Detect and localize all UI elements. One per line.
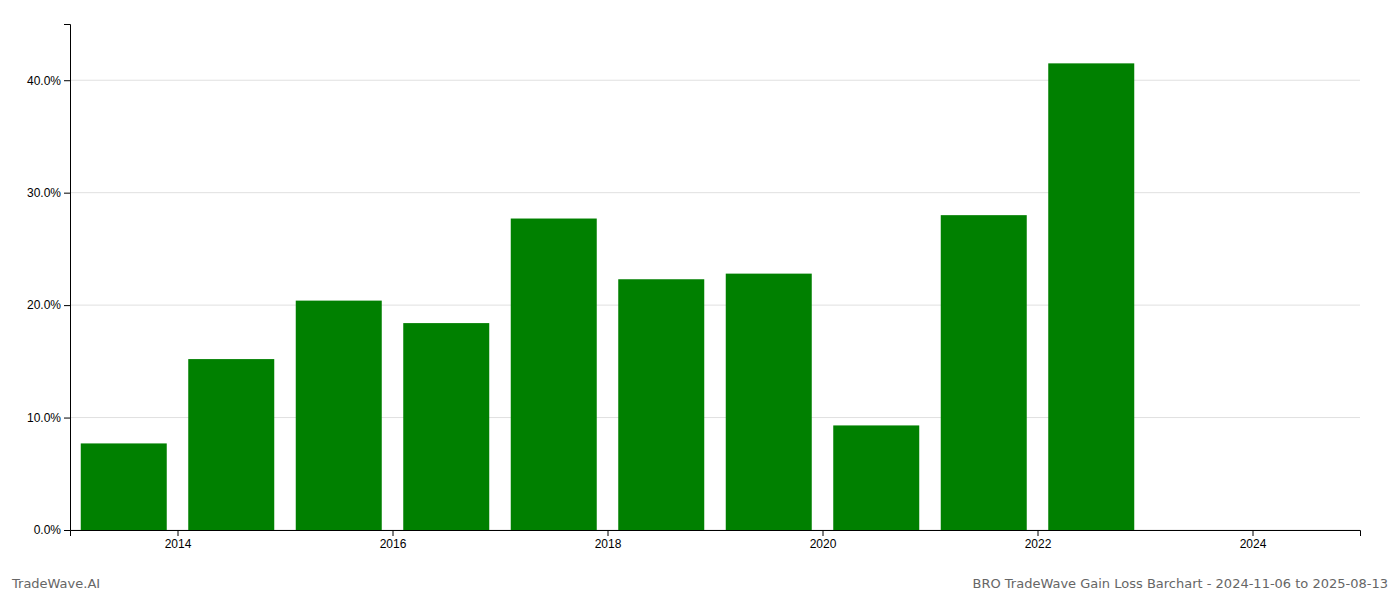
x-tick-label: 2024 [1240, 537, 1267, 551]
bar [511, 219, 597, 530]
chart: 2014 2016 2018 2020 2022 2024 0.0% 10.0% 20.0% 30… [0, 0, 1400, 600]
x-tick-mark [1038, 530, 1039, 536]
y-tick: 0.0% [34, 523, 70, 537]
bar [1048, 63, 1134, 530]
y-tick-label: 40.0% [27, 74, 61, 88]
bar [941, 215, 1027, 530]
x-axis-line [71, 531, 1361, 537]
bar [296, 301, 382, 530]
x-tick-mark [823, 530, 824, 536]
y-tick-label: 10.0% [27, 411, 61, 425]
y-tick-label: 0.0% [34, 523, 62, 537]
y-tick-mark [64, 193, 70, 194]
x-tick-label: 2020 [810, 537, 837, 551]
x-tick-mark [1253, 530, 1254, 536]
grid-line [70, 80, 1360, 81]
bar [726, 274, 812, 530]
y-tick-mark [64, 418, 70, 419]
y-tick: 40.0% [27, 74, 70, 88]
bar [188, 359, 274, 530]
grid [70, 80, 1360, 530]
bar [618, 279, 704, 530]
y-tick: 30.0% [27, 186, 70, 200]
x-axis: 2014 2016 2018 2020 2022 2024 [71, 530, 1361, 551]
x-tick: 2022 [1025, 530, 1052, 551]
y-axis-line [64, 25, 71, 531]
y-tick: 20.0% [27, 298, 70, 312]
y-tick-label: 20.0% [27, 298, 61, 312]
x-tick-mark [608, 530, 609, 536]
y-axis: 0.0% 10.0% 20.0% 30.0% 40.0% [27, 25, 71, 538]
footer-left: TradeWave.AI [11, 576, 100, 591]
title: BRO TradeWave Gain Loss Barchart - 2024-… [973, 576, 1389, 591]
grid-line [70, 305, 1360, 306]
x-tick-label: 2016 [380, 537, 407, 551]
x-tick-mark [178, 530, 179, 536]
bar [833, 425, 919, 530]
x-tick: 2018 [595, 530, 622, 551]
y-tick-mark [64, 305, 70, 306]
x-tick-mark [393, 530, 394, 536]
grid-line [70, 192, 1360, 193]
x-tick: 2014 [165, 530, 192, 551]
x-tick-label: 2014 [165, 537, 192, 551]
bar [81, 443, 167, 530]
x-tick: 2016 [380, 530, 407, 551]
y-tick-label: 30.0% [27, 186, 61, 200]
bar [403, 323, 489, 530]
y-tick-mark [64, 530, 70, 531]
x-tick: 2020 [810, 530, 837, 551]
bars [81, 63, 1135, 530]
plot: 2014 2016 2018 2020 2022 2024 0.0% 10.0% 20.0% 30… [27, 25, 1361, 551]
x-tick-label: 2018 [595, 537, 622, 551]
x-tick: 2024 [1240, 530, 1267, 551]
y-tick-mark [64, 80, 70, 81]
x-tick-label: 2022 [1025, 537, 1052, 551]
y-tick: 10.0% [27, 411, 70, 425]
